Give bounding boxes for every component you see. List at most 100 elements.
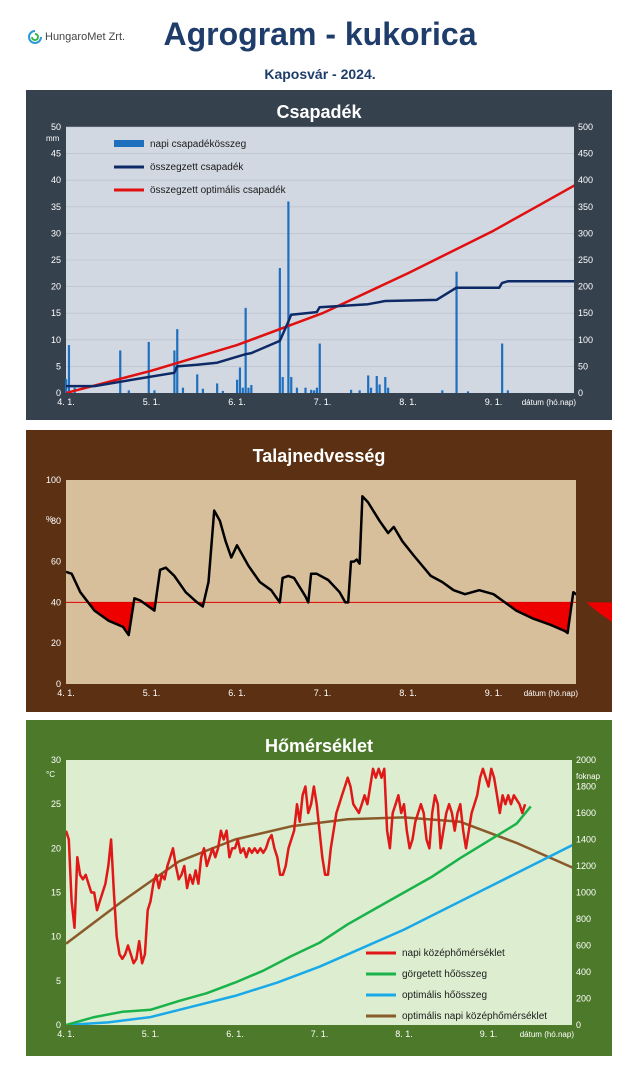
y-axis-label: % — [46, 515, 53, 524]
deficit-area — [586, 602, 612, 622]
x-tick-label: 7. 1. — [311, 1029, 329, 1039]
deficit-area — [504, 602, 572, 633]
x-tick-label: 8. 1. — [399, 397, 417, 407]
y-tick-label: 35 — [51, 202, 61, 212]
precip-bar — [236, 379, 239, 393]
precip-bar — [358, 390, 361, 393]
y2-tick-label: 200 — [576, 994, 591, 1004]
y-tick-label: 5 — [56, 361, 61, 371]
y2-tick-label: 600 — [576, 941, 591, 951]
y-axis-label: mm — [46, 134, 60, 143]
precip-bar — [369, 387, 373, 393]
logo: HungaroMet Zrt. — [28, 30, 125, 44]
y2-tick-label: 350 — [578, 202, 593, 212]
precip-bar — [455, 271, 458, 393]
legend-label: összegzett csapadék — [150, 162, 244, 173]
y2-tick-label: 150 — [578, 308, 593, 318]
y-tick-label: 100 — [46, 475, 61, 485]
y2-tick-label: 50 — [578, 361, 588, 371]
x-tick-label: 6. 1. — [228, 688, 246, 698]
chart-title: Hőmérséklet — [265, 736, 373, 756]
precip-bar — [127, 390, 130, 393]
y-axis-label: °C — [46, 770, 55, 779]
x-tick-label: 9. 1. — [485, 397, 503, 407]
y2-tick-label: 800 — [576, 914, 591, 924]
precip-bar — [287, 201, 290, 393]
precip-bar — [201, 388, 204, 393]
chart-title: Talajnedvesség — [253, 446, 386, 466]
precip-bar — [441, 390, 444, 393]
x-tick-label: 7. 1. — [314, 397, 332, 407]
y-tick-label: 30 — [51, 755, 61, 765]
y-tick-label: 30 — [51, 228, 61, 238]
precip-bar — [384, 377, 387, 393]
y2-tick-label: 1200 — [576, 861, 596, 871]
y-tick-label: 40 — [51, 597, 61, 607]
x-tick-label: 4. 1. — [57, 397, 75, 407]
plot-area — [66, 760, 572, 1025]
x-tick-label: 4. 1. — [57, 1029, 75, 1039]
precip-bar — [241, 387, 244, 393]
precip-bar — [181, 387, 185, 393]
x-tick-label: 8. 1. — [395, 1029, 413, 1039]
y2-tick-label: 0 — [578, 388, 583, 398]
y2-tick-label: 1400 — [576, 835, 596, 845]
temperature-panel: Hőmérséklet 0 5 10 15 20 25 30 °C 0 200 400 600 800 10… — [26, 720, 612, 1056]
y-tick-label: 25 — [51, 255, 61, 265]
y-tick-label: 40 — [51, 175, 61, 185]
legend-label: optimális hőösszeg — [402, 990, 487, 1001]
x-tick-label: 6. 1. — [228, 397, 246, 407]
chart-title: Csapadék — [276, 102, 362, 122]
optimal-heat-sum-line — [66, 843, 572, 1025]
soil-moisture-chart: Talajnedvesség 0 20 40 60 80 100% 4. 1. 5. 1. 6. … — [46, 446, 612, 698]
precip-bar — [310, 389, 313, 393]
soil-moisture-line — [66, 495, 576, 637]
x-axis-label: dátum (hó.nap) — [524, 689, 579, 698]
legend-label: napi középhőmérséklet — [402, 948, 505, 959]
y-tick-label: 60 — [51, 557, 61, 567]
x-tick-label: 7. 1. — [314, 688, 332, 698]
precip-bar — [176, 329, 179, 393]
y2-tick-label: 400 — [576, 967, 591, 977]
precip-bar — [375, 375, 378, 393]
precip-bar — [387, 387, 390, 393]
y2-axis-label: foknap — [576, 772, 601, 781]
y2-tick-label: 1600 — [576, 808, 596, 818]
precip-bar — [378, 384, 381, 393]
temperature-chart: Hőmérséklet 0 5 10 15 20 25 30 °C 0 200 400 600 800 10… — [46, 736, 601, 1039]
cumulative-precip-line — [66, 280, 574, 388]
y-tick-label: 10 — [51, 335, 61, 345]
x-tick-label: 5. 1. — [143, 397, 161, 407]
y2-tick-label: 450 — [578, 149, 593, 159]
x-tick-label: 4. 1. — [57, 688, 75, 698]
y-tick-label: 20 — [51, 638, 61, 648]
daily-mean-temp-line — [66, 767, 527, 965]
y2-tick-label: 250 — [578, 255, 593, 265]
x-tick-label: 5. 1. — [142, 1029, 160, 1039]
legend-swatch — [114, 140, 144, 147]
precipitation-chart: Csapadék 0 5 10 15 20 25 30 35 40 45 50 mm 0 50 100 150 2… — [46, 102, 593, 407]
y-tick-label: 0 — [56, 679, 61, 689]
precip-bar — [312, 390, 316, 393]
y2-tick-label: 0 — [576, 1020, 581, 1030]
x-tick-label: 8. 1. — [399, 688, 417, 698]
x-tick-label: 6. 1. — [226, 1029, 244, 1039]
precip-bar — [304, 387, 307, 393]
x-tick-label: 9. 1. — [480, 1029, 498, 1039]
precip-bar — [350, 389, 353, 393]
y2-tick-label: 300 — [578, 228, 593, 238]
precip-bar — [290, 377, 293, 393]
y-tick-label: 5 — [56, 976, 61, 986]
precip-bar — [196, 374, 199, 393]
y-tick-label: 20 — [51, 843, 61, 853]
precip-bar — [216, 383, 219, 393]
legend-label: optimális napi középhőmérséklet — [402, 1011, 547, 1022]
x-axis-label: dátum (hó.nap) — [522, 398, 577, 407]
precip-bar — [501, 343, 504, 393]
precip-bar — [506, 390, 509, 393]
precip-bar — [119, 350, 122, 393]
y2-tick-label: 200 — [578, 282, 593, 292]
y-tick-label: 15 — [51, 888, 61, 898]
x-axis-label: dátum (hó.nap) — [520, 1030, 575, 1039]
y2-tick-label: 2000 — [576, 755, 596, 765]
